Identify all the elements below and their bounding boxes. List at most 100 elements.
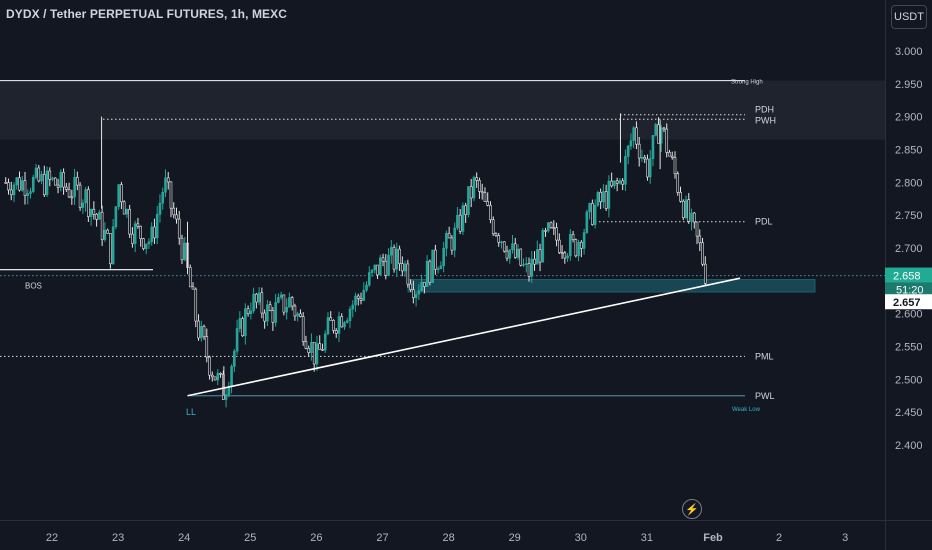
current-price-badge	[885, 294, 932, 310]
level-label-pdl: PDL	[755, 217, 773, 227]
currency-button[interactable]: USDT	[891, 5, 927, 29]
candle	[362, 289, 366, 301]
candle	[431, 249, 434, 283]
candle	[194, 288, 198, 322]
candle	[456, 214, 459, 229]
candle	[54, 177, 57, 186]
y-tick-label: 3.000	[895, 46, 923, 58]
candle	[524, 263, 528, 265]
candle	[128, 209, 131, 235]
candle	[246, 308, 250, 315]
candle	[574, 239, 578, 257]
candle	[268, 304, 272, 311]
x-tick-label: 30	[575, 532, 587, 544]
candle	[164, 177, 167, 193]
candle	[321, 349, 324, 351]
candle	[480, 191, 484, 194]
candle	[277, 297, 280, 303]
candle	[340, 316, 344, 328]
candle	[87, 189, 90, 217]
candle	[290, 297, 294, 307]
candle	[76, 177, 79, 186]
candle	[475, 177, 478, 181]
candle	[285, 306, 288, 313]
candle	[588, 203, 591, 213]
candle	[549, 222, 553, 228]
candle	[679, 192, 682, 202]
current-price-text: 2.657	[893, 297, 921, 309]
candle	[522, 264, 525, 266]
chart-title: DYDX / Tether PERPETUAL FUTURES, 1h, MEX…	[6, 7, 288, 21]
candle	[359, 297, 363, 301]
candle	[558, 239, 561, 253]
candle	[648, 158, 652, 178]
candle	[166, 177, 170, 183]
candle	[56, 184, 60, 188]
candle	[84, 189, 87, 204]
weak-low-label: Weak Low	[732, 407, 761, 413]
candle	[538, 249, 542, 263]
candle	[387, 254, 390, 276]
candle	[535, 249, 539, 265]
candle	[662, 127, 666, 130]
candle	[150, 226, 154, 243]
candle	[439, 265, 443, 270]
candle	[684, 199, 688, 218]
candle	[282, 294, 286, 313]
candle	[533, 258, 536, 265]
y-tick-label: 2.700	[895, 243, 923, 255]
candle	[412, 289, 415, 298]
candle	[436, 268, 440, 271]
candle	[92, 208, 96, 215]
lightning-icon[interactable]: ⚡	[682, 499, 702, 519]
candle	[621, 180, 624, 185]
candle	[657, 124, 660, 144]
candle	[434, 249, 437, 270]
candle	[497, 235, 501, 243]
candle	[144, 243, 148, 249]
candle	[629, 140, 633, 147]
x-tick-label: 3	[842, 532, 848, 544]
candle	[632, 127, 635, 141]
y-tick-label: 2.500	[895, 374, 923, 386]
candle	[153, 226, 156, 239]
candle	[172, 207, 176, 216]
x-tick-label: 27	[376, 532, 388, 544]
candle	[668, 152, 671, 157]
x-tick-label: 31	[641, 532, 653, 544]
candle	[569, 233, 572, 257]
candle	[367, 272, 371, 286]
candle	[114, 206, 118, 228]
candle	[406, 263, 410, 285]
candle	[615, 180, 619, 184]
candle	[34, 167, 38, 178]
candle	[133, 223, 137, 244]
candle	[263, 312, 266, 322]
candle	[580, 241, 583, 249]
candle	[65, 186, 68, 190]
candle	[651, 135, 655, 159]
candle	[205, 336, 209, 358]
candle	[378, 257, 382, 276]
candle	[519, 248, 523, 266]
candle	[95, 213, 98, 220]
candle	[681, 200, 685, 218]
candle	[513, 243, 517, 258]
candle	[40, 173, 43, 182]
candle	[530, 258, 534, 277]
y-tick-label: 2.950	[895, 79, 923, 91]
x-tick-label: Feb	[703, 532, 723, 544]
candle	[109, 233, 112, 264]
candle	[136, 223, 140, 227]
candle	[98, 211, 101, 220]
candle	[370, 269, 374, 273]
candle	[158, 202, 162, 215]
y-tick-label: 2.900	[895, 112, 923, 124]
x-tick-label: 22	[46, 532, 58, 544]
candle	[635, 127, 638, 145]
candle	[676, 173, 680, 193]
candle	[131, 233, 134, 244]
candle	[139, 225, 142, 239]
time-axis	[0, 520, 885, 550]
